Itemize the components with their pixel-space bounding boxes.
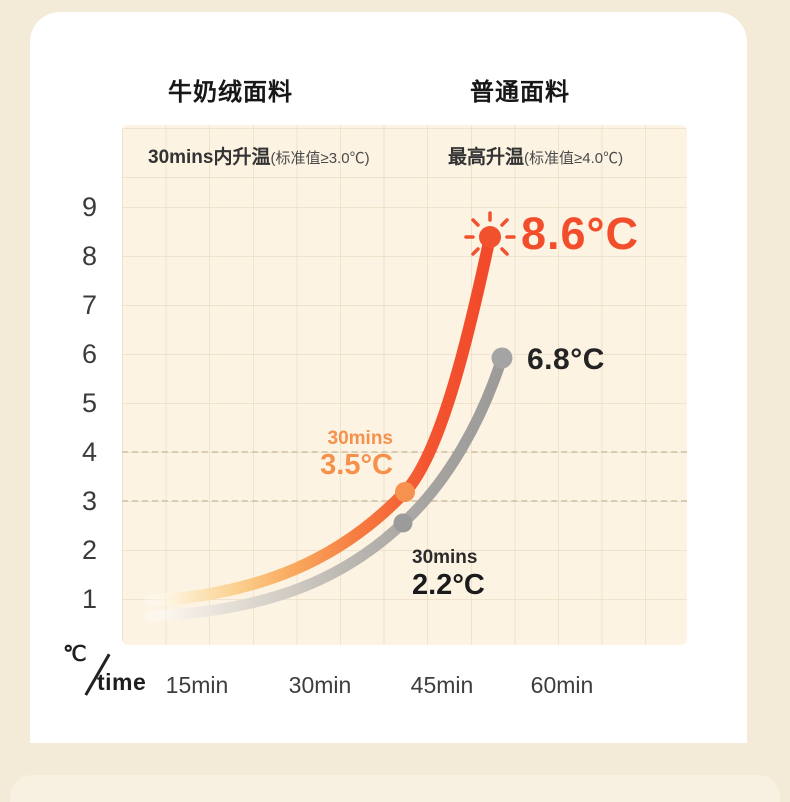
y-tick-8: 8 [81, 241, 97, 271]
y-tick-6: 6 [81, 339, 97, 369]
milk-peak-value-label: 8.6°C [521, 208, 640, 259]
subtitle-right-note: (标准值≥4.0℃) [524, 150, 624, 167]
next-section-card-edge [10, 775, 780, 802]
x-tick-30min: 30min [288, 672, 352, 698]
subtitle-left-note: (标准值≥3.0℃) [270, 150, 370, 167]
chart-subtitle-30min-rise: 30mins内升温 (标准值≥3.0℃) [148, 142, 370, 169]
milk-30min-time-label: 30mins [327, 428, 393, 449]
y-tick-2: 2 [81, 535, 97, 565]
x-unit-label: time [97, 669, 147, 695]
y-tick-5: 5 [81, 388, 97, 418]
ordinary-30min-time-label: 30mins [412, 547, 478, 568]
y-tick-7: 7 [81, 290, 97, 320]
milk-peak-marker [479, 226, 501, 248]
legend: 牛奶绒面料 普通面料 [0, 70, 790, 163]
y-tick-1: 1 [81, 584, 97, 614]
y-tick-3: 3 [81, 486, 97, 516]
milk-30min-marker [395, 482, 415, 502]
milk-30min-annotation: 30mins 3.5°C [295, 429, 393, 480]
reference-line-4c [122, 451, 687, 453]
ordinary-30min-marker [393, 513, 413, 533]
subtitle-left-title: 30mins内升温 [148, 147, 271, 168]
ordinary-peak-marker [491, 347, 513, 369]
x-tick-60min: 60min [530, 672, 594, 698]
sparkle-rays-icon [464, 211, 516, 256]
chart-subtitle-max-rise: 最高升温 (标准值≥4.0℃) [448, 142, 623, 169]
curves-layer [144, 211, 516, 622]
temperature-chart: 30mins内升温 (标准值≥3.0℃) 最高升温 (标准值≥4.0℃) [122, 125, 687, 645]
legend-label-ordinary: 普通面料 [470, 79, 570, 106]
y-tick-9: 9 [81, 192, 97, 222]
y-tick-4: 4 [81, 437, 97, 467]
milk-30min-value-label: 3.5°C [320, 449, 393, 481]
ordinary-30min-value-label: 2.2°C [412, 569, 485, 601]
x-tick-15min: 15min [165, 672, 229, 698]
legend-label-milk-velvet: 牛奶绒面料 [168, 79, 293, 106]
x-tick-45min: 45min [410, 672, 474, 698]
ordinary-30min-annotation: 30mins 2.2°C [412, 548, 485, 600]
y-unit-label: ℃ [63, 643, 87, 666]
ordinary-peak-value-label: 6.8°C [527, 343, 605, 376]
subtitle-right-title: 最高升温 [448, 147, 525, 168]
